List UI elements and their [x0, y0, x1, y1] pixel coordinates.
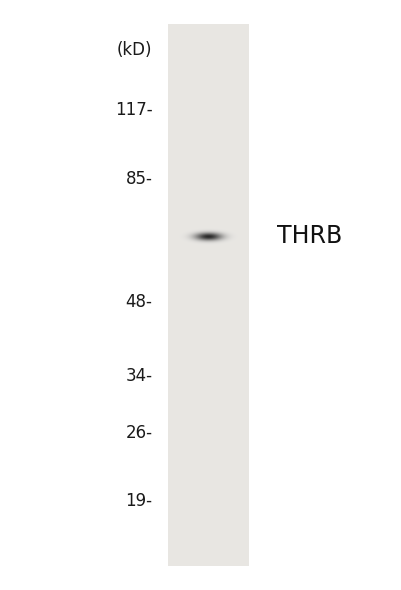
FancyBboxPatch shape [168, 24, 249, 566]
Text: 34-: 34- [126, 367, 152, 385]
Text: 26-: 26- [126, 424, 152, 442]
Text: 117-: 117- [115, 101, 152, 119]
Text: 48-: 48- [126, 293, 152, 310]
Text: 19-: 19- [126, 492, 152, 510]
Text: (kD): (kD) [117, 41, 152, 58]
Text: THRB: THRB [277, 224, 342, 248]
Text: 85-: 85- [126, 170, 152, 188]
